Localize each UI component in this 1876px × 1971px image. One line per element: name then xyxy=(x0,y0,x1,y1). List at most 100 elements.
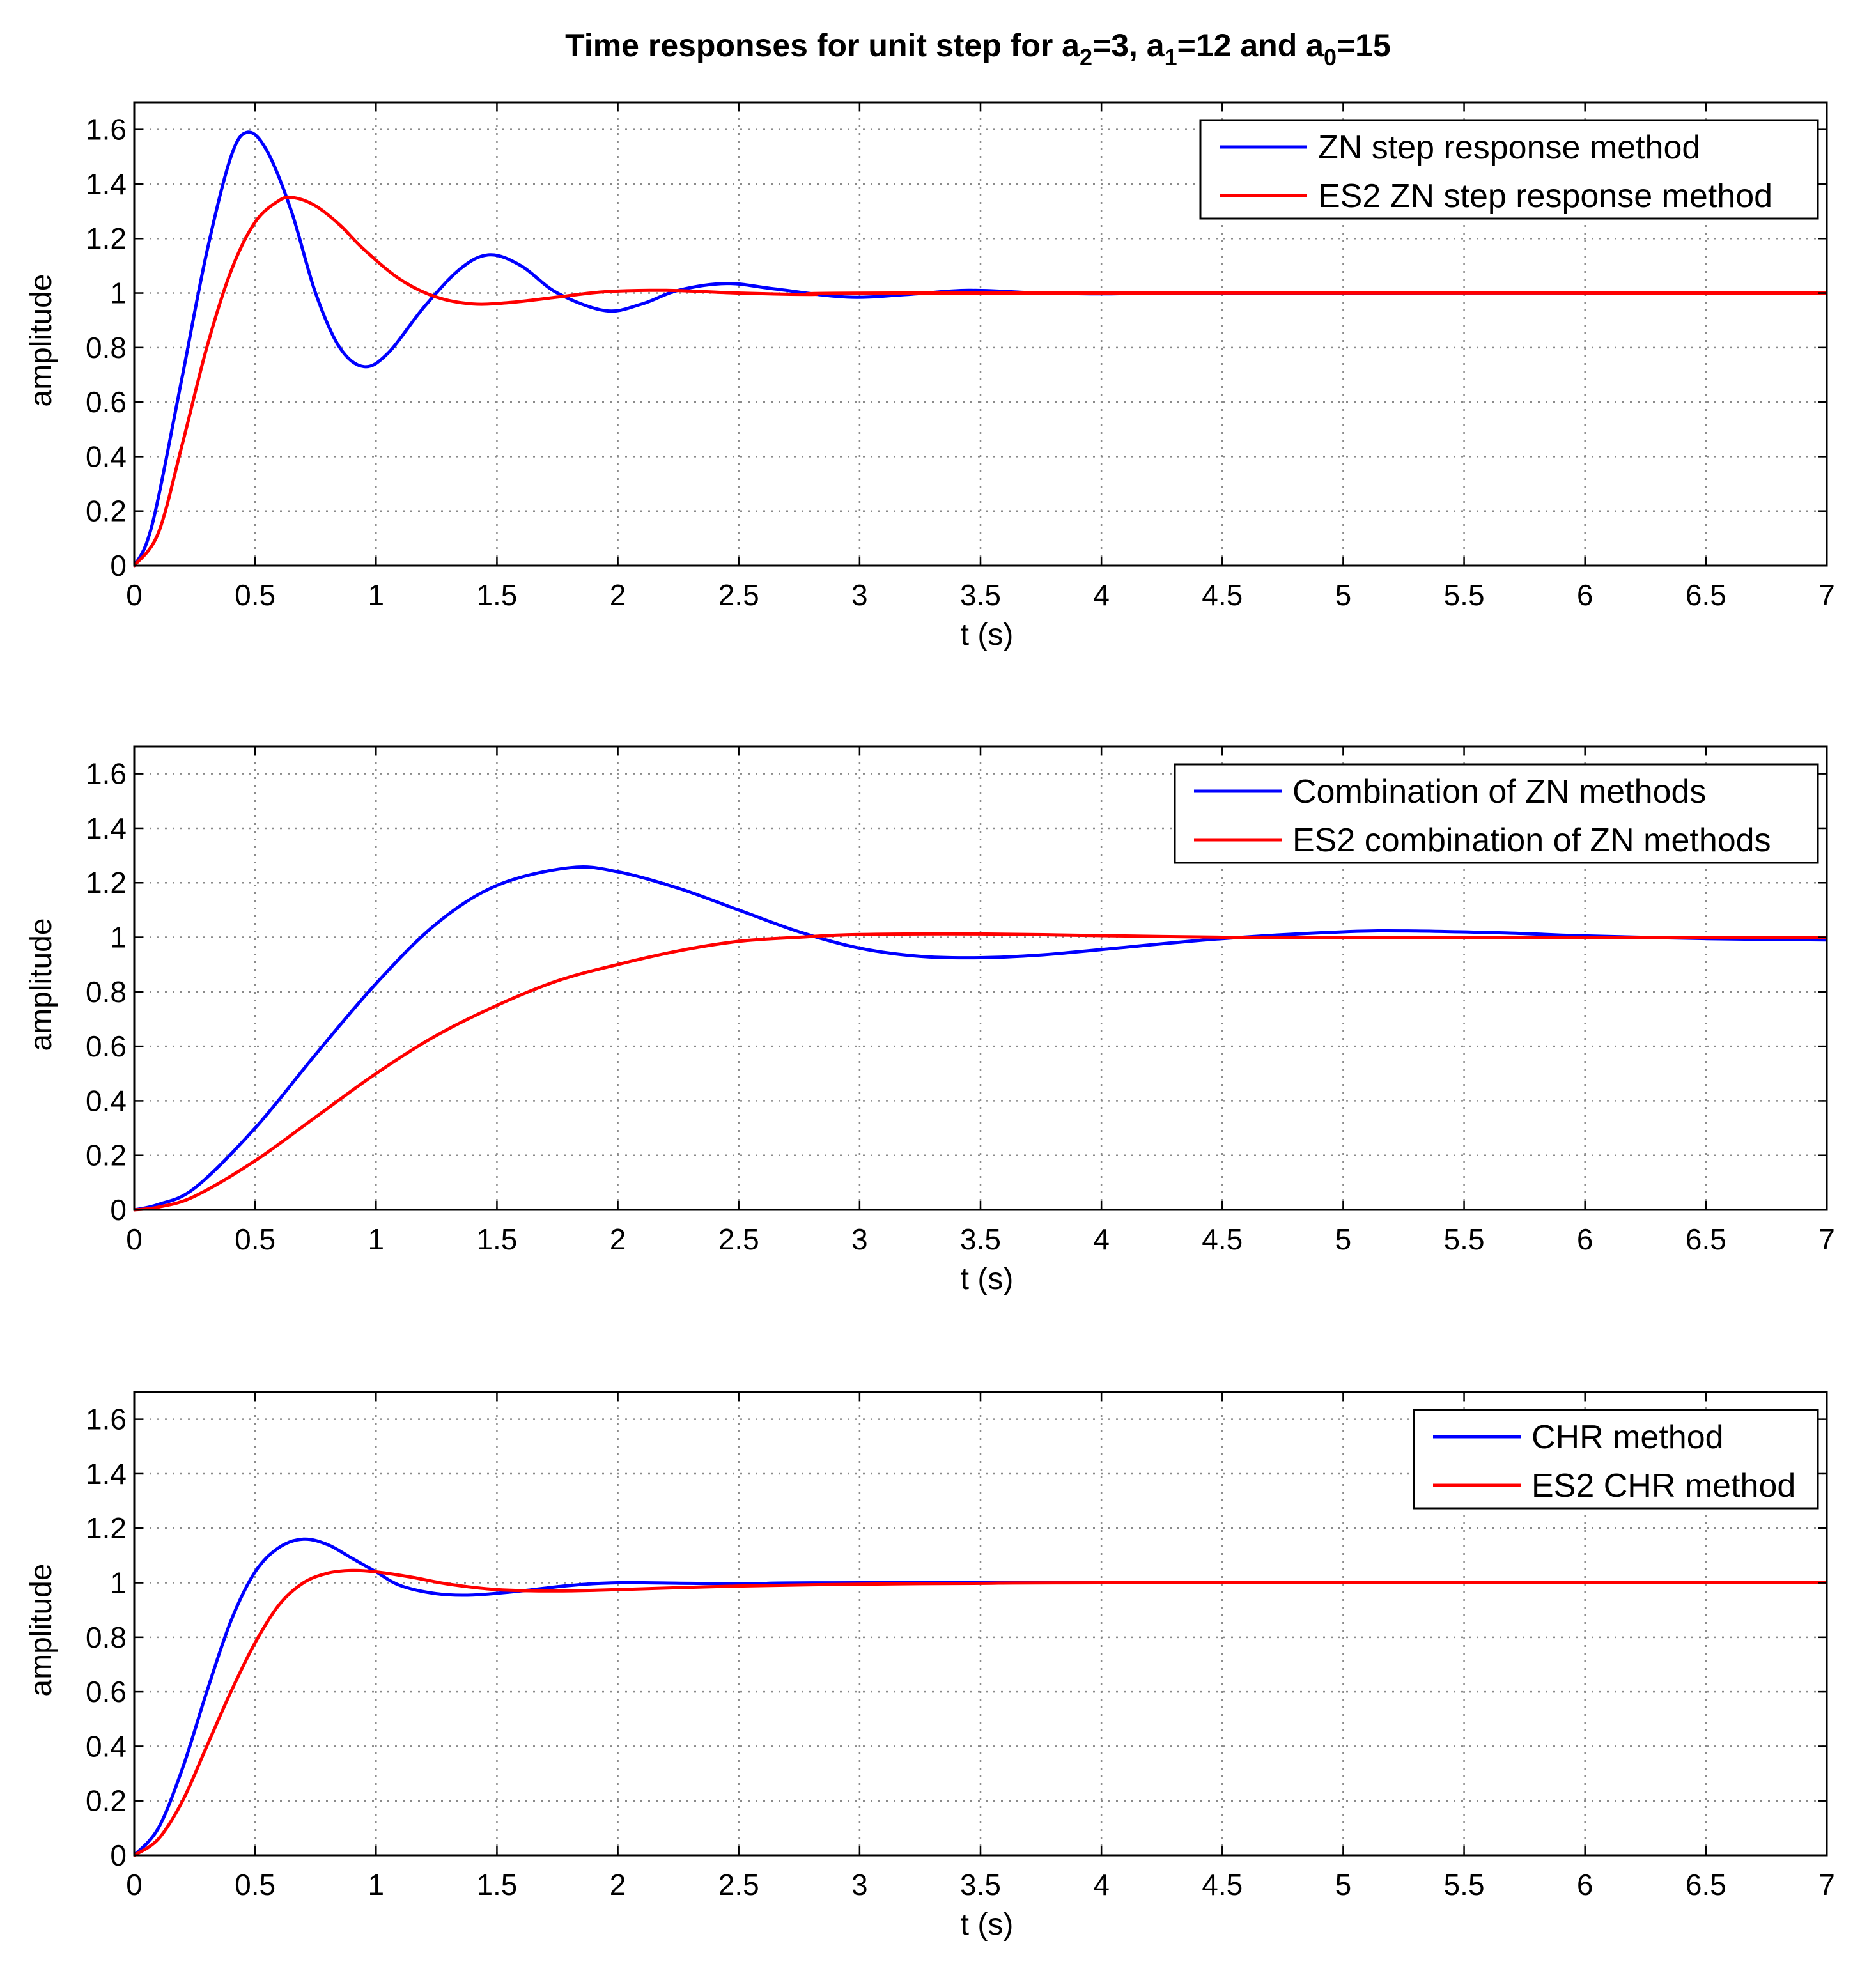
x-tick-label: 2 xyxy=(610,1868,626,1901)
y-tick-label: 1 xyxy=(110,921,127,954)
subplot-1: 0 0.5 1 1.5 2 2.5 3 3.5 4 4.5 5 5.5 6 6.5 7 0 0.2 0.4 0.6 0… xyxy=(24,101,1835,652)
y-tick-label: 1.4 xyxy=(86,812,127,845)
title-text: =3, a xyxy=(1092,27,1165,63)
subplot-2: 0 0.5 1 1.5 2 2.5 3 3.5 4 4.5 5 5.5 6 6.5 7 0 0.2 0.4 0.6 0… xyxy=(24,745,1835,1296)
y-tick-label: 1 xyxy=(110,277,127,310)
y-tick-label: 0.4 xyxy=(86,1729,127,1763)
y-tick-label: 1.2 xyxy=(86,222,127,255)
title-subscript: 0 xyxy=(1324,44,1337,70)
x-tick-label: 0 xyxy=(126,578,143,612)
y-tick-label: 1.6 xyxy=(86,1403,127,1436)
x-tick-label: 4.5 xyxy=(1202,1223,1243,1256)
x-tick-label: 3.5 xyxy=(960,1868,1001,1901)
y-axis-label: amplitude xyxy=(24,274,58,406)
y-tick-label: 0 xyxy=(110,1839,127,1872)
series-line-red xyxy=(134,1568,1827,1857)
legend-box xyxy=(1413,1409,1819,1510)
legend: CHR method ES2 CHR method xyxy=(1413,1409,1819,1510)
y-axis-label: amplitude xyxy=(24,1563,58,1696)
x-tick-label: 4 xyxy=(1093,1868,1110,1901)
y-tick-label: 0.8 xyxy=(86,331,127,364)
x-tick-label: 1.5 xyxy=(476,1223,517,1256)
legend-box xyxy=(1174,763,1819,864)
x-tick-label: 5 xyxy=(1335,578,1352,612)
x-tick-label: 3 xyxy=(851,1868,868,1901)
legend-entry: ES2 ZN step response method xyxy=(1318,178,1772,215)
y-tick-label: 0.4 xyxy=(86,440,127,473)
x-axis-label: t (s) xyxy=(961,1262,1014,1296)
y-tick-label: 0.8 xyxy=(86,1621,127,1654)
x-axis-label: t (s) xyxy=(961,618,1014,652)
x-tick-label: 0 xyxy=(126,1868,143,1901)
x-tick-label: 3.5 xyxy=(960,1223,1001,1256)
x-tick-label: 1 xyxy=(368,578,384,612)
x-tick-label: 2.5 xyxy=(718,1868,759,1901)
subplots: 0 0.5 1 1.5 2 2.5 3 3.5 4 4.5 5 5.5 6 6.5 7 0 0.2 0.4 0.6 0… xyxy=(24,101,1835,1942)
title-text: =12 and a xyxy=(1177,27,1324,63)
x-tick-label: 0.5 xyxy=(235,1868,275,1901)
y-tick-label: 0.6 xyxy=(86,1675,127,1708)
y-tick-label: 1.6 xyxy=(86,757,127,791)
x-tick-label: 7 xyxy=(1818,1223,1835,1256)
legend: ZN step response method ES2 ZN step respo… xyxy=(1199,119,1819,220)
x-tick-label: 0 xyxy=(126,1223,143,1256)
series-line-blue xyxy=(134,865,1827,1212)
y-tick-label: 0 xyxy=(110,549,127,582)
legend-entry: CHR method xyxy=(1531,1419,1724,1456)
x-tick-label: 1.5 xyxy=(476,578,517,612)
x-tick-label: 2.5 xyxy=(718,578,759,612)
x-tick-label: 0.5 xyxy=(235,1223,275,1256)
legend-entry: ES2 CHR method xyxy=(1531,1467,1795,1504)
title-text: =15 xyxy=(1337,27,1391,63)
x-tick-label: 7 xyxy=(1818,578,1835,612)
y-tick-label: 0 xyxy=(110,1193,127,1226)
legend-box xyxy=(1199,119,1819,220)
y-tick-label: 1.4 xyxy=(86,1457,127,1490)
y-axis-label: amplitude xyxy=(24,918,58,1051)
x-tick-label: 0.5 xyxy=(235,578,275,612)
title-subscript: 1 xyxy=(1165,44,1177,70)
x-tick-label: 6 xyxy=(1577,1223,1593,1256)
x-tick-label: 1.5 xyxy=(476,1868,517,1901)
x-tick-label: 5 xyxy=(1335,1223,1352,1256)
y-tick-label: 0.2 xyxy=(86,1139,127,1172)
legend-entry: Combination of ZN methods xyxy=(1292,773,1706,810)
y-tick-label: 0.4 xyxy=(86,1084,127,1117)
y-tick-label: 0.6 xyxy=(86,1030,127,1063)
x-tick-label: 5.5 xyxy=(1444,1223,1485,1256)
x-tick-label: 7 xyxy=(1818,1868,1835,1901)
x-tick-label: 1 xyxy=(368,1868,384,1901)
x-tick-label: 3 xyxy=(851,578,868,612)
y-tick-label: 0.2 xyxy=(86,1784,127,1818)
y-tick-label: 1 xyxy=(110,1566,127,1600)
x-tick-label: 2 xyxy=(610,578,626,612)
x-tick-label: 2.5 xyxy=(718,1223,759,1256)
x-tick-label: 3.5 xyxy=(960,578,1001,612)
x-tick-label: 4 xyxy=(1093,1223,1110,1256)
x-tick-label: 6 xyxy=(1577,1868,1593,1901)
x-tick-label: 6.5 xyxy=(1686,578,1726,612)
x-tick-label: 6.5 xyxy=(1686,1223,1726,1256)
y-tick-label: 1.2 xyxy=(86,866,127,899)
y-tick-label: 1.2 xyxy=(86,1511,127,1545)
series-line-red xyxy=(134,932,1827,1212)
x-tick-label: 2 xyxy=(610,1223,626,1256)
x-tick-label: 4.5 xyxy=(1202,1868,1243,1901)
x-tick-label: 3 xyxy=(851,1223,868,1256)
title-subscript: 2 xyxy=(1080,44,1092,70)
subplot-3: 0 0.5 1 1.5 2 2.5 3 3.5 4 4.5 5 5.5 6 6.5 7 0 0.2 0.4 0.6 0… xyxy=(24,1391,1835,1942)
x-tick-label: 4.5 xyxy=(1202,578,1243,612)
x-tick-label: 4 xyxy=(1093,578,1110,612)
legend: Combination of ZN methods ES2 combination… xyxy=(1174,763,1819,864)
x-axis-label: t (s) xyxy=(961,1908,1014,1942)
y-tick-label: 1.6 xyxy=(86,113,127,146)
y-tick-label: 0.2 xyxy=(86,495,127,528)
y-tick-label: 0.8 xyxy=(86,975,127,1009)
series-line-blue xyxy=(134,1537,1827,1857)
y-tick-label: 0.6 xyxy=(86,385,127,419)
series-line-red xyxy=(134,195,1827,568)
x-tick-label: 1 xyxy=(368,1223,384,1256)
y-tick-label: 1.4 xyxy=(86,167,127,201)
legend-entry: ES2 combination of ZN methods xyxy=(1292,822,1771,859)
